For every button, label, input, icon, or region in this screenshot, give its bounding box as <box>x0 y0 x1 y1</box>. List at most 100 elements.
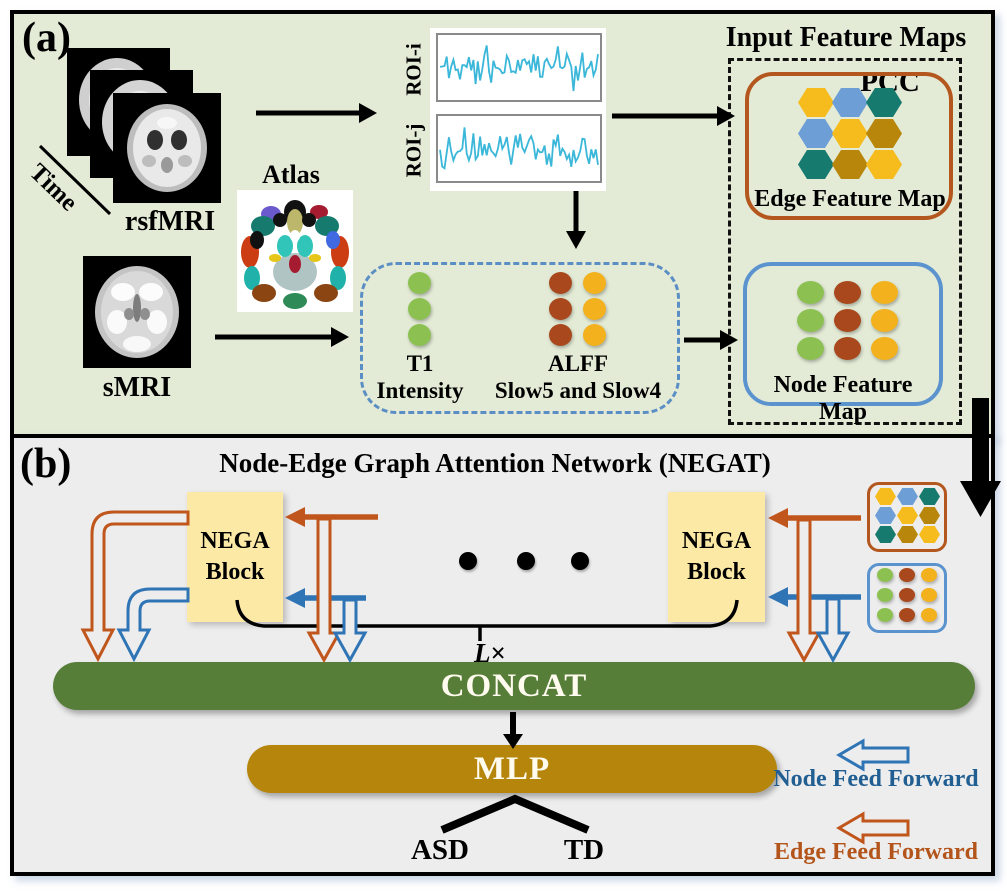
roi-i-trace <box>439 45 599 92</box>
alff-label: ALFF Slow5 and Slow4 <box>483 350 673 404</box>
mini-edge-hex-grid <box>875 488 941 545</box>
node-circle <box>871 337 898 360</box>
mlp-bar: MLP <box>247 745 777 793</box>
asd-output-label: ASD <box>410 834 469 866</box>
t1-circle <box>408 272 431 294</box>
alff-circle <box>583 272 606 294</box>
t1-brain-image <box>95 266 179 358</box>
panel-b-label: (b) <box>20 441 72 487</box>
edge-hexagon <box>832 150 868 179</box>
node-circle <box>834 281 861 304</box>
smri-label: sMRI <box>102 372 172 403</box>
alff-circle <box>549 324 572 346</box>
t1-circle <box>408 324 431 346</box>
mini-edge-hexagon <box>897 507 918 524</box>
t1-label-line2: Intensity <box>376 378 464 403</box>
mini-edge-hexagon <box>919 507 940 524</box>
mini-node-circle <box>921 588 937 602</box>
node-circle <box>834 309 861 332</box>
alff-circle <box>583 298 606 320</box>
node-circle <box>797 337 824 360</box>
panel-a-label: (a) <box>22 15 71 61</box>
roi-i-label: ROI-i <box>401 43 426 96</box>
input-feature-maps-title: Input Feature Maps <box>725 22 967 53</box>
node-feature-dot-grid <box>792 281 903 365</box>
mini-edge-hexagon <box>919 526 940 543</box>
mini-edge-hexagon <box>875 488 896 505</box>
mini-node-circle <box>899 568 915 582</box>
node-circle <box>871 309 898 332</box>
edge-feature-map-label: Edge Feature Map <box>754 186 946 212</box>
mini-edge-hexagon <box>897 526 918 543</box>
edge-hexagon <box>866 119 902 148</box>
mini-edge-hexagon <box>875 507 896 524</box>
edge-feed-forward-legend-label: Edge Feed Forward <box>774 839 978 865</box>
t1-circles <box>408 270 431 348</box>
roi-i-signal-box <box>436 33 602 102</box>
node-circle <box>871 281 898 304</box>
node-features-dashed-box <box>360 262 680 414</box>
mini-node-circle <box>877 568 893 582</box>
rsfmri-slice-front <box>113 93 221 203</box>
t1-label-line1: T1 <box>406 351 434 376</box>
l-symbol: L <box>474 638 491 668</box>
alff-slow4-circles <box>583 270 606 348</box>
mini-edge-hexagon <box>875 526 896 543</box>
mini-edge-hexagon <box>919 488 940 505</box>
edge-hexagon <box>798 150 834 179</box>
mini-node-circle <box>877 588 893 602</box>
edge-hexagon <box>866 150 902 179</box>
times-symbol: × <box>490 638 506 668</box>
nega-block-right: NEGA Block <box>668 492 765 622</box>
nega-block-label-line2: Block <box>687 559 746 585</box>
mini-node-feature-map <box>867 563 947 633</box>
roi-j-waveform <box>439 127 599 170</box>
brain-atlas-image <box>241 198 349 309</box>
td-output-label: TD <box>563 834 605 866</box>
roi-j-trace <box>439 127 599 170</box>
alff-label-line1: ALFF <box>547 351 609 376</box>
node-feature-map-label: Node Feature Map <box>773 372 913 425</box>
concat-bar: CONCAT <box>53 662 975 710</box>
mini-node-dot-grid <box>874 568 940 628</box>
alff-slow5-circles <box>549 270 572 348</box>
alff-label-line2: Slow5 and Slow4 <box>494 378 662 403</box>
rsfmri-label: rsfMRI <box>124 206 216 237</box>
edge-feature-map-box <box>745 72 953 220</box>
mini-node-circle <box>899 588 915 602</box>
panel-b-title: Node-Edge Graph Attention Network (NEGAT… <box>219 448 771 478</box>
nega-block-left: NEGA Block <box>187 492 283 622</box>
nega-block-label-line1: NEGA <box>200 528 270 554</box>
mini-edge-feature-map <box>867 482 947 552</box>
t1-circle <box>408 298 431 320</box>
node-feed-forward-legend-label: Node Feed Forward <box>773 766 979 792</box>
alff-circle <box>549 272 572 294</box>
nega-block-label-line2: Block <box>205 559 265 585</box>
mini-edge-hexagon <box>897 488 918 505</box>
edge-hexagon <box>866 88 902 117</box>
ellipsis-dot <box>517 552 535 570</box>
input-feature-maps-dashed-box <box>728 58 962 425</box>
ellipsis-dot <box>459 552 477 570</box>
edge-feature-hex-grid <box>798 88 902 181</box>
ellipsis-dot <box>571 552 589 570</box>
edge-hexagon <box>832 88 868 117</box>
fmri-brain-image <box>127 104 207 192</box>
atlas-label: Atlas <box>262 160 320 189</box>
alff-circle <box>583 324 606 346</box>
roi-j-label: ROI-j <box>401 123 426 178</box>
atlas-image <box>237 190 353 312</box>
edge-hexagon <box>798 119 834 148</box>
node-circle <box>797 281 824 304</box>
layers-count-label: L× <box>455 638 525 669</box>
mini-node-circle <box>877 608 893 622</box>
node-circle <box>834 337 861 360</box>
nega-block-label-line1: NEGA <box>681 528 752 554</box>
node-circle <box>797 309 824 332</box>
node-feature-map-box <box>743 262 943 406</box>
edge-hexagon <box>798 88 834 117</box>
mini-node-circle <box>921 608 937 622</box>
mini-node-circle <box>921 568 937 582</box>
mini-node-circle <box>899 608 915 622</box>
